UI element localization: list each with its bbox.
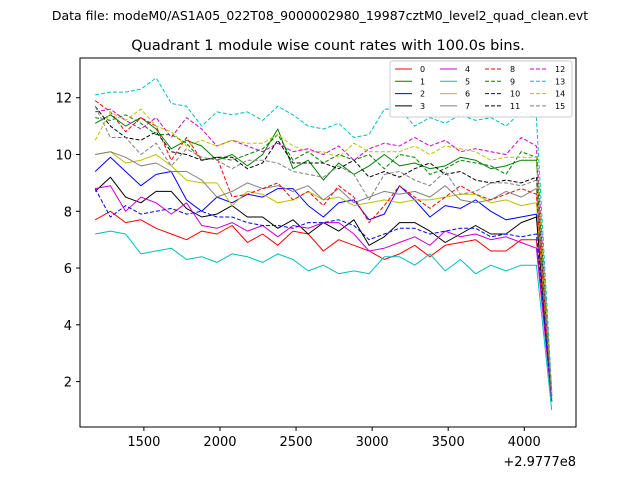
legend-frame [389, 60, 573, 118]
y-tick-label: 4 [64, 319, 72, 334]
series-line-13 [95, 77, 553, 391]
series-line-12 [95, 108, 553, 393]
x-tick-label: 3000 [356, 435, 389, 450]
legend-label-15: 15 [555, 102, 565, 111]
series-line-4 [95, 185, 553, 402]
legend-label-6: 6 [465, 90, 470, 99]
y-tick-label: 6 [64, 262, 72, 277]
series-line-0 [94, 210, 553, 402]
x-tick-label: 2500 [280, 435, 313, 450]
legend-label-1: 1 [420, 77, 425, 86]
legend-label-4: 4 [465, 65, 470, 74]
legend-label-9: 9 [510, 77, 515, 86]
legend-label-14: 14 [555, 90, 565, 99]
y-tick-label: 10 [55, 149, 72, 164]
x-tick-label: 1500 [127, 435, 160, 450]
y-tick-label: 2 [64, 376, 72, 391]
legend-label-12: 12 [555, 65, 565, 74]
series-line-7 [95, 151, 553, 399]
series-line-10 [94, 188, 553, 399]
chart-title: Quadrant 1 module wise count rates with … [131, 38, 525, 54]
series-line-1 [94, 114, 553, 402]
series-line-15 [94, 106, 553, 396]
legend-label-7: 7 [465, 102, 470, 111]
y-tick-label: 12 [55, 92, 72, 107]
x-tick-label: 3500 [432, 435, 465, 450]
legend-label-0: 0 [420, 65, 425, 74]
data-file-suptitle: Data file: modeM0/AS1A05_022T08_90000029… [52, 8, 588, 23]
legend-label-5: 5 [465, 77, 470, 86]
series-line-5 [95, 230, 553, 411]
series-line-9 [95, 114, 553, 396]
series-line-11 [94, 105, 553, 396]
legend-label-13: 13 [555, 77, 565, 86]
legend-label-2: 2 [420, 90, 425, 99]
legend-label-8: 8 [510, 65, 515, 74]
y-tick-label: 8 [64, 205, 72, 220]
plot-frame [79, 57, 577, 428]
legend-label-11: 11 [510, 102, 520, 111]
x-tick-label: 4000 [508, 435, 541, 450]
legend-label-10: 10 [510, 90, 520, 99]
x-tick-label: 2000 [203, 435, 236, 450]
legend-label-3: 3 [420, 102, 425, 111]
x-offset-label: +2.9777e8 [503, 455, 576, 470]
